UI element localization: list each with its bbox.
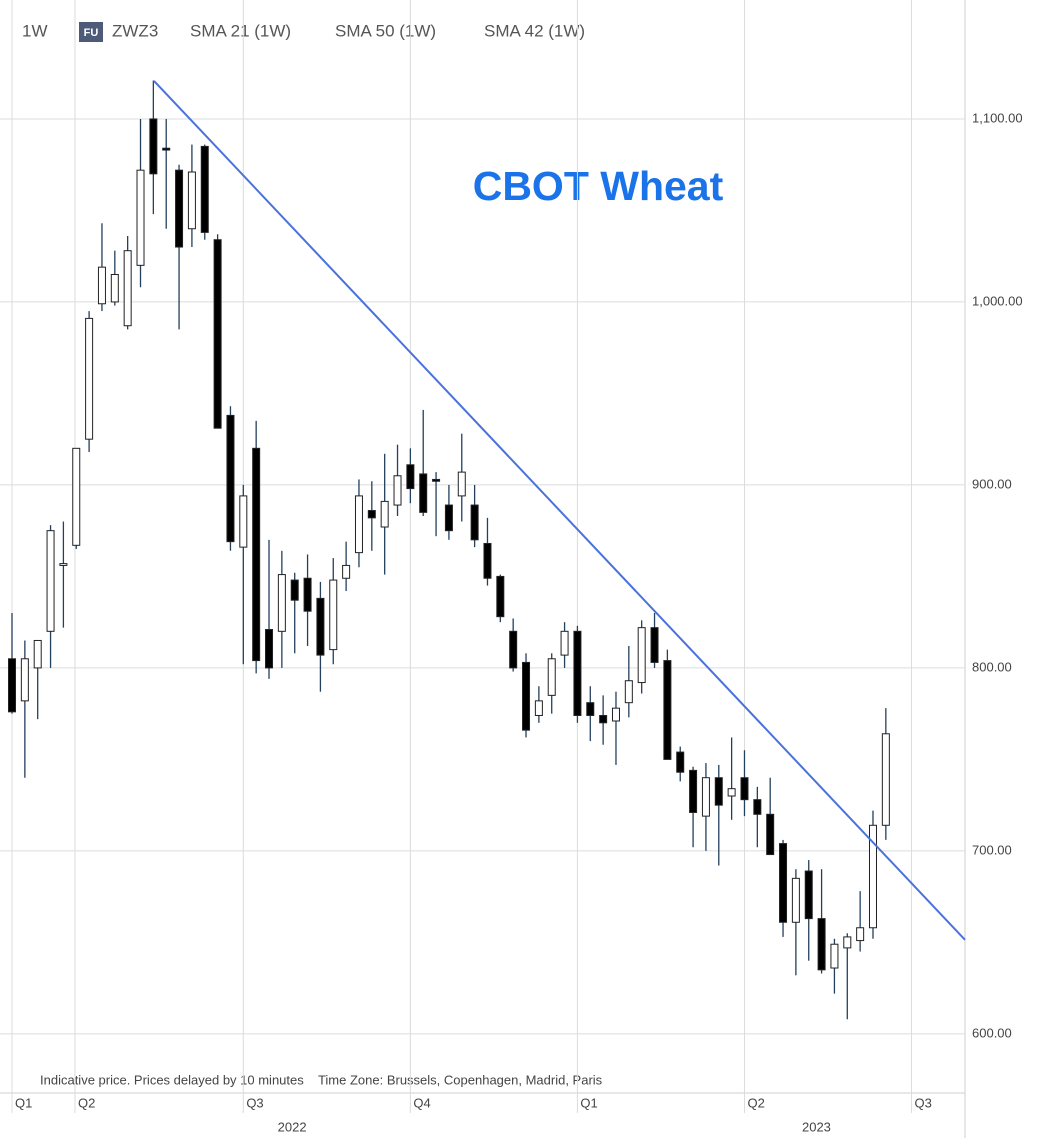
candle-body <box>342 564 351 579</box>
x-tick-label: Q3 <box>246 1095 263 1110</box>
x-tick-label: Q3 <box>915 1095 932 1110</box>
candle-body <box>290 579 299 601</box>
year-label: 2023 <box>802 1119 831 1134</box>
candle-body <box>226 414 235 543</box>
candle-body <box>483 542 492 579</box>
year-label: 2022 <box>278 1119 307 1134</box>
candle-body <box>200 145 209 233</box>
candle-body <box>470 504 479 541</box>
candle-body <box>406 464 415 490</box>
candle-body <box>419 473 428 513</box>
y-tick-label: 900.00 <box>972 476 1012 491</box>
trendline <box>153 80 966 941</box>
y-tick-label: 600.00 <box>972 1025 1012 1040</box>
x-tick-label: Q4 <box>413 1095 430 1110</box>
candle-body <box>444 504 453 532</box>
y-tick-label: 1,000.00 <box>972 293 1023 308</box>
candle-body <box>149 118 158 175</box>
candle-body <box>611 707 620 722</box>
y-tick-label: 1,100.00 <box>972 110 1023 125</box>
candle-body <box>560 630 569 656</box>
y-tick-label: 800.00 <box>972 659 1012 674</box>
candle-body <box>791 877 800 923</box>
candle-body <box>522 661 531 731</box>
candle-body <box>97 266 106 305</box>
candle-body <box>329 579 338 651</box>
candle-body <box>162 147 171 151</box>
candle-body <box>881 733 890 826</box>
candle-body <box>316 597 325 656</box>
candle-body <box>187 171 196 230</box>
y-tick-label: 700.00 <box>972 842 1012 857</box>
candle-body <box>393 475 402 506</box>
note: Indicative price. Prices delayed by 10 m… <box>40 1072 603 1087</box>
badge: FU <box>84 27 99 39</box>
candle-body <box>239 495 248 548</box>
candle-body <box>740 777 749 801</box>
symbol[interactable]: ZWZ3 <box>112 21 158 40</box>
candle-body <box>779 843 788 923</box>
candle-body <box>586 702 595 716</box>
candle-body <box>136 169 145 266</box>
candle-body <box>817 918 826 971</box>
x-tick-label: Q1 <box>15 1095 32 1110</box>
candle-body <box>573 630 582 716</box>
candle-body <box>85 317 94 440</box>
x-tick-label: Q2 <box>747 1095 764 1110</box>
badge-bg <box>79 22 103 42</box>
candle-body <box>547 658 556 696</box>
chart-title: CBOT Wheat <box>473 163 724 209</box>
candle-body <box>804 870 813 920</box>
candle-body <box>265 628 274 669</box>
candle-body <box>534 700 543 716</box>
candle-body <box>701 777 710 817</box>
candle-body <box>33 639 42 669</box>
interval[interactable]: 1W <box>22 21 48 40</box>
candle-body <box>59 563 68 566</box>
candle-body <box>46 530 55 632</box>
candle-body <box>175 169 184 248</box>
candle-body <box>830 943 839 969</box>
candle-body <box>354 495 363 554</box>
candle-body <box>72 447 81 546</box>
candle-body <box>599 714 608 724</box>
candle-body <box>432 478 441 482</box>
x-tick-label: Q1 <box>580 1095 597 1110</box>
indicator[interactable]: SMA 50 (1W) <box>335 21 436 40</box>
candle-body <box>714 777 723 806</box>
candle-body <box>110 273 119 303</box>
candle-body <box>689 769 698 813</box>
candle-body <box>766 813 775 856</box>
candle-body <box>727 788 736 797</box>
candle-body <box>650 627 659 663</box>
candle-body <box>303 577 312 612</box>
candle-body <box>509 630 518 669</box>
candle-body <box>663 660 672 760</box>
candle-body <box>252 447 261 662</box>
candle-body <box>676 751 685 773</box>
candle-body <box>843 936 852 949</box>
x-tick-label: Q2 <box>78 1095 95 1110</box>
candle-body <box>123 250 132 327</box>
candle-body <box>496 575 505 618</box>
candle-body <box>457 471 466 497</box>
candle-body <box>753 799 762 815</box>
candle-body <box>380 500 389 528</box>
indicator[interactable]: SMA 21 (1W) <box>190 21 291 40</box>
candle-body <box>213 239 222 429</box>
candle-body <box>277 574 286 632</box>
indicator[interactable]: SMA 42 (1W) <box>484 21 585 40</box>
candle-body <box>20 658 29 702</box>
candle-body <box>367 510 376 519</box>
candle-body <box>637 627 646 684</box>
candle-body <box>624 680 633 704</box>
candle-body <box>856 927 865 942</box>
candle-body <box>8 658 17 713</box>
candle-body <box>868 824 877 929</box>
